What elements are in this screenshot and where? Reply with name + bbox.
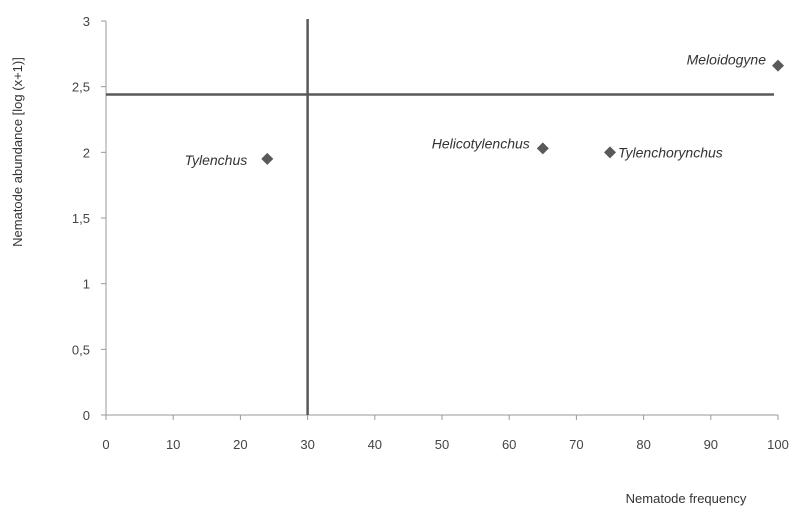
- x-tick-label: 80: [636, 437, 650, 452]
- data-point-label: Meloidogyne: [687, 52, 767, 68]
- x-tick-label: 60: [502, 437, 516, 452]
- y-tick-label: 0,5: [72, 342, 90, 357]
- data-point-label: Helicotylenchus: [432, 135, 530, 151]
- y-tick-label: 0: [83, 408, 90, 423]
- data-point-label: Tylenchus: [184, 152, 247, 168]
- y-axis: 0 0,5 1 1,5 2 2,5 3: [72, 14, 107, 423]
- data-point-marker: [536, 142, 549, 155]
- x-axis: 0 10 20 30 40 50 60 70 80 90 100: [102, 414, 789, 452]
- x-tick-label: 0: [102, 437, 109, 452]
- data-point-label: Tylenchorynchus: [618, 144, 723, 160]
- y-tick-label: 1,5: [72, 211, 90, 226]
- x-tick-label: 10: [166, 437, 180, 452]
- y-tick-label: 2,5: [72, 80, 90, 95]
- reference-lines: [106, 19, 774, 415]
- y-axis-title: Nematode abundance [log (x+1)]: [10, 57, 25, 247]
- x-tick-label: 90: [704, 437, 718, 452]
- y-tick-label: 2: [83, 145, 90, 160]
- x-tick-label: 40: [368, 437, 382, 452]
- y-tick-label: 3: [83, 14, 90, 29]
- x-tick-label: 20: [233, 437, 247, 452]
- x-axis-title: Nematode frequency: [626, 491, 747, 506]
- x-tick-label: 70: [569, 437, 583, 452]
- x-tick-label: 50: [435, 437, 449, 452]
- y-tick-label: 1: [83, 277, 90, 292]
- x-tick-label: 100: [767, 437, 789, 452]
- data-point-marker: [604, 146, 616, 159]
- data-point-marker: [772, 59, 784, 72]
- x-tick-label: 30: [300, 437, 314, 452]
- data-point-marker: [261, 152, 274, 165]
- data-points: Meloidogyne Helicotylenchus Tylenchorynchu…: [184, 52, 784, 168]
